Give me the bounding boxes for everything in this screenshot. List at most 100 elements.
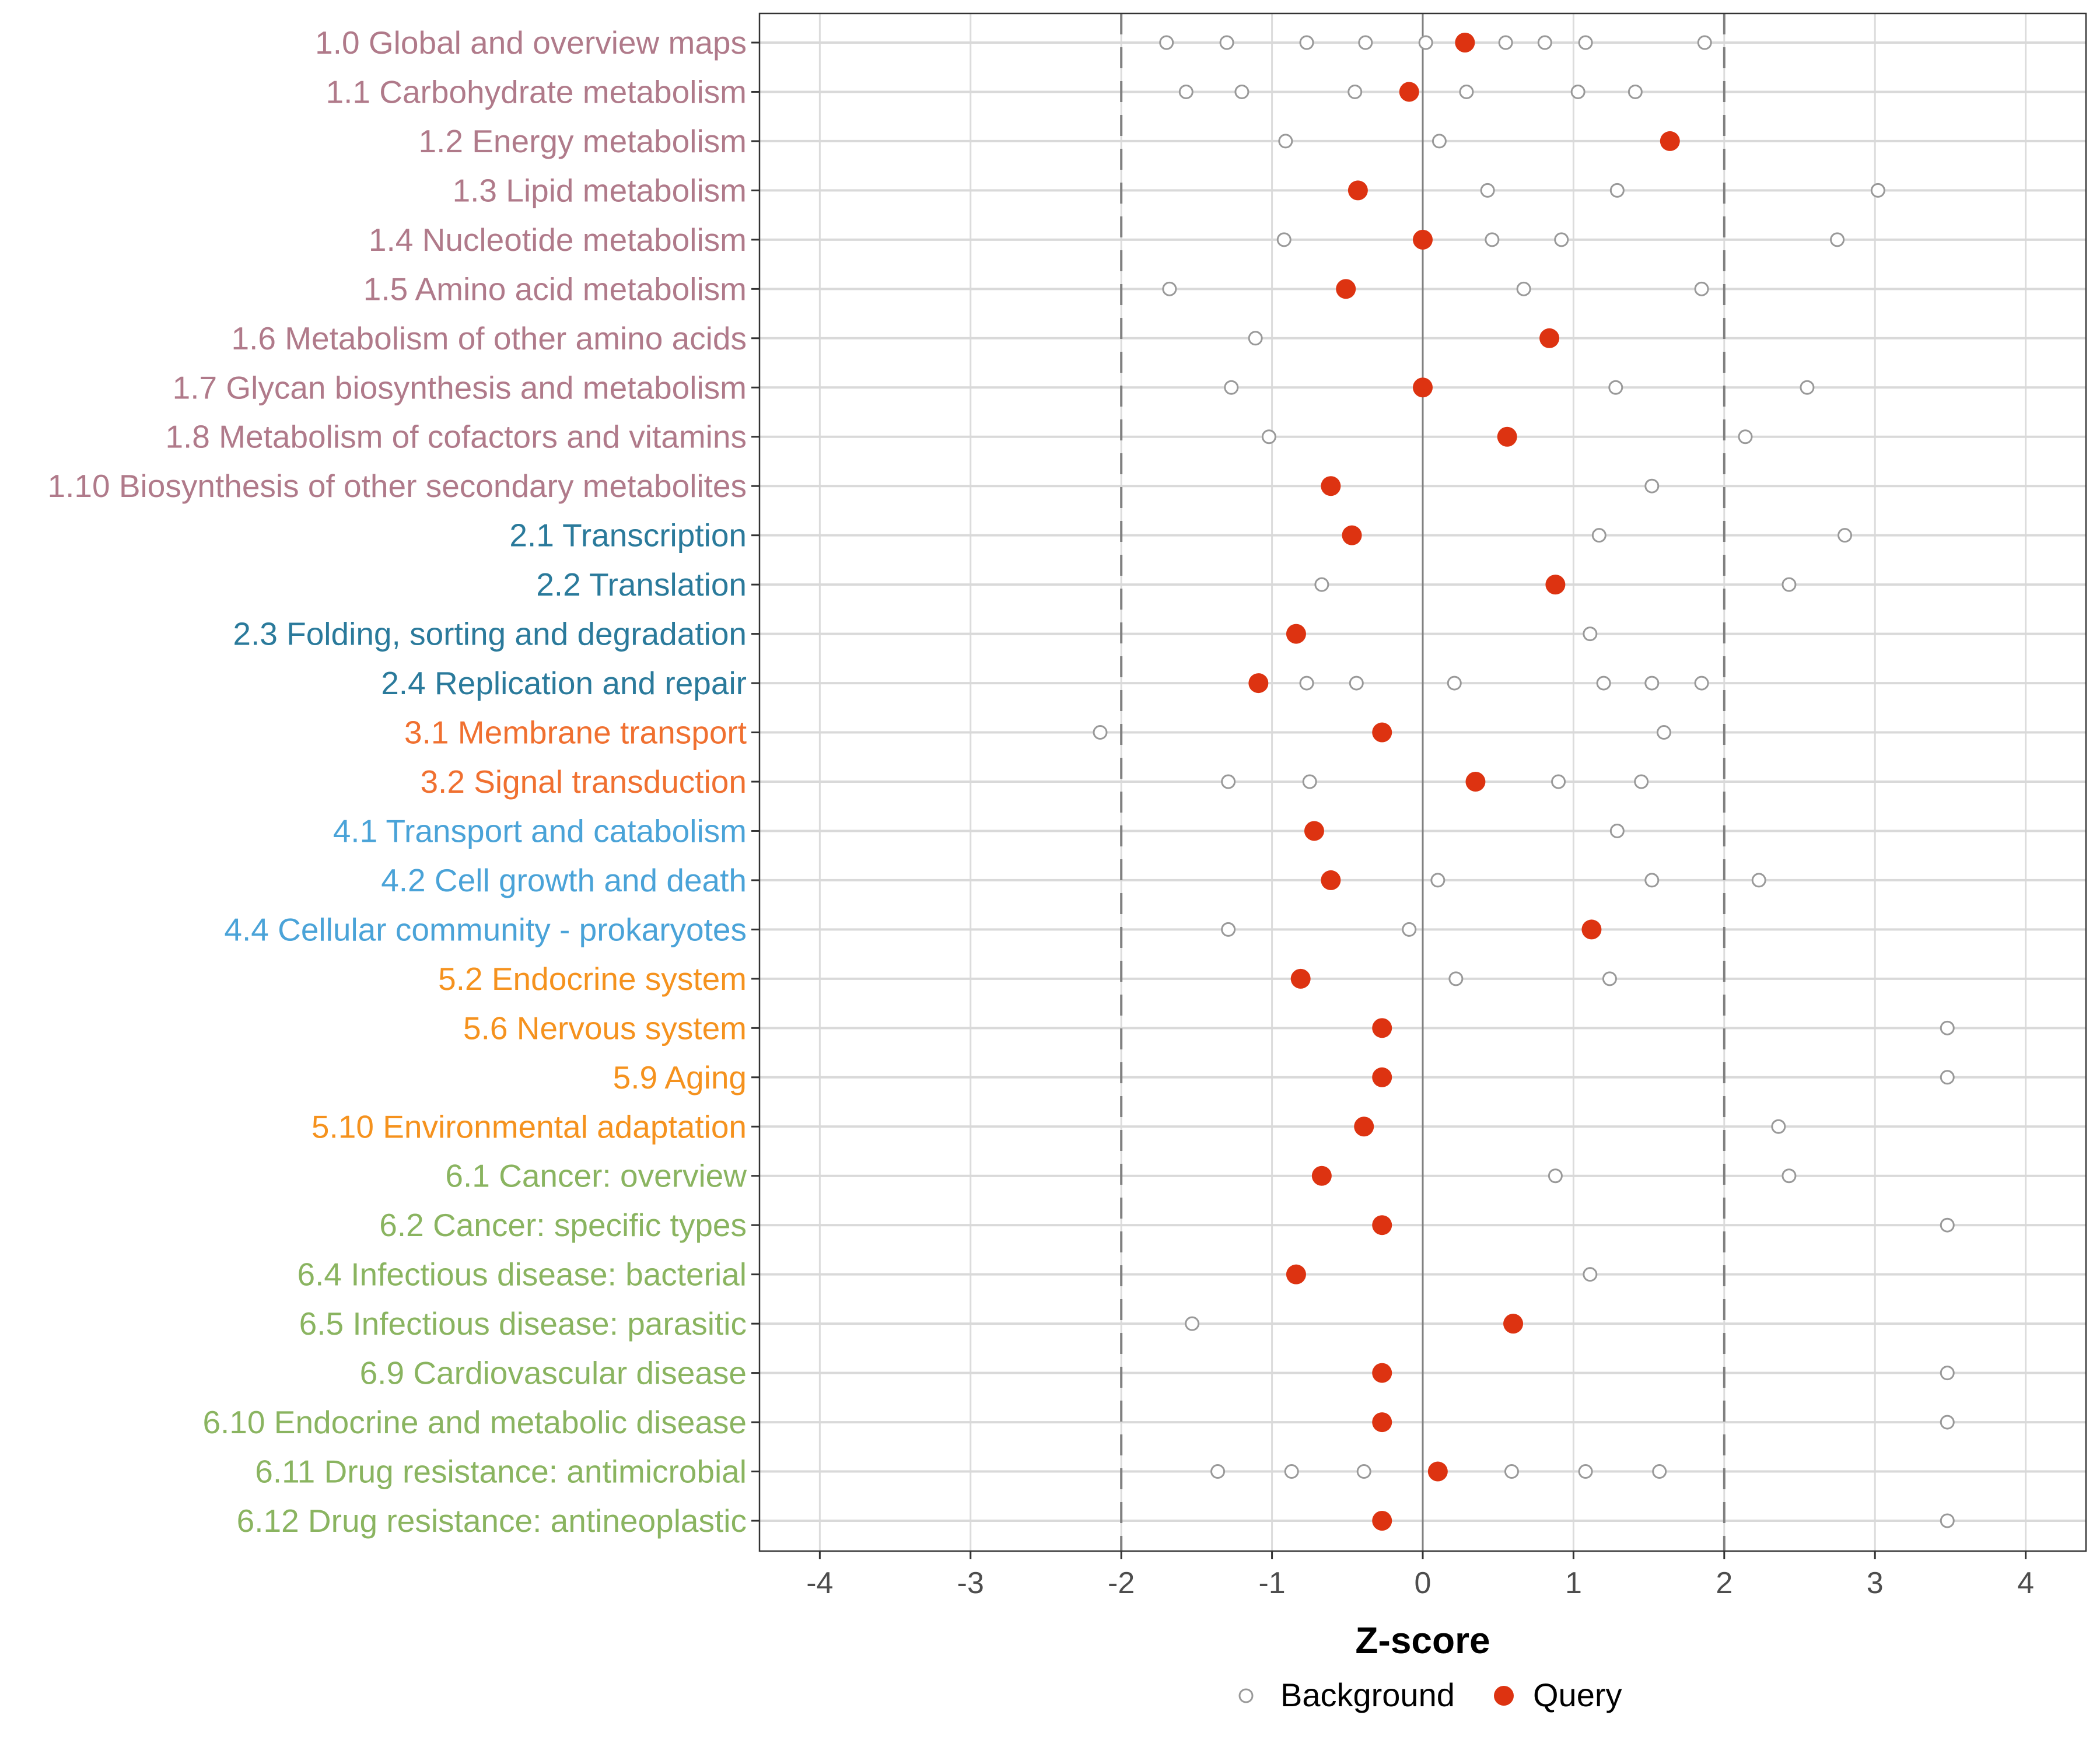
background-point	[1221, 922, 1236, 937]
background-point	[1694, 676, 1709, 691]
query-point	[1413, 377, 1433, 398]
background-point	[1210, 1464, 1226, 1479]
background-point	[1093, 725, 1108, 740]
query-point	[1311, 1166, 1332, 1186]
background-point	[1583, 626, 1598, 642]
background-point	[1548, 1168, 1563, 1184]
category-label: 5.6 Nervous system	[463, 1010, 747, 1046]
category-label: 6.9 Cardiovascular disease	[360, 1355, 747, 1391]
background-points	[1093, 35, 1955, 1528]
background-point	[1224, 380, 1239, 395]
background-point	[1634, 774, 1649, 789]
background-point	[1299, 676, 1314, 691]
x-tick-label: 3	[1867, 1566, 1884, 1600]
query-point	[1248, 673, 1269, 694]
category-label: 5.10 Environmental adaptation	[312, 1108, 747, 1144]
background-point	[1644, 478, 1660, 494]
background-point	[1583, 1267, 1598, 1282]
query-point	[1372, 1412, 1392, 1433]
category-label: 1.1 Carbohydrate metabolism	[326, 74, 747, 110]
category-label: 6.12 Drug resistance: antineoplastic	[237, 1503, 747, 1539]
category-label: 4.2 Cell growth and death	[381, 862, 747, 898]
query-point	[1342, 525, 1362, 545]
query-point	[1372, 1067, 1392, 1087]
background-point	[1348, 84, 1363, 99]
background-point	[1652, 1464, 1667, 1479]
background-point	[1554, 232, 1569, 247]
category-label: 2.3 Folding, sorting and degradation	[233, 616, 747, 652]
background-point	[1940, 1415, 1955, 1430]
query-point	[1465, 772, 1486, 792]
background-point	[1358, 35, 1373, 50]
background-point	[1430, 873, 1446, 888]
query-points	[1248, 33, 1680, 1531]
background-point	[1418, 35, 1433, 50]
category-label: 2.2 Translation	[536, 566, 747, 603]
category-label: 5.9 Aging	[613, 1059, 747, 1096]
category-label: 6.10 Endocrine and metabolic disease	[202, 1404, 747, 1440]
legend-background-label: Background	[1280, 1676, 1455, 1713]
background-point	[1480, 183, 1495, 198]
category-label: 1.4 Nucleotide metabolism	[369, 222, 747, 258]
category-label: 6.5 Infectious disease: parasitic	[299, 1306, 747, 1342]
background-point	[1498, 35, 1513, 50]
background-point	[1596, 676, 1611, 691]
category-label: 2.4 Replication and repair	[381, 665, 747, 701]
category-label: 6.2 Cancer: specific types	[379, 1207, 747, 1243]
query-point	[1372, 1363, 1392, 1383]
background-point	[1447, 676, 1462, 691]
query-point	[1545, 575, 1566, 595]
query-point	[1581, 919, 1602, 940]
background-point	[1219, 35, 1234, 50]
query-point	[1290, 968, 1311, 989]
category-label: 6.4 Infectious disease: bacterial	[298, 1256, 747, 1293]
background-point	[1185, 1316, 1200, 1331]
y-axis-labels: 1.0 Global and overview maps 1.1 Carbohyd…	[48, 24, 747, 1539]
background-point	[1299, 35, 1314, 50]
plot-border	[758, 12, 2087, 1552]
x-tick-label: 0	[1415, 1566, 1432, 1600]
category-label: 6.11 Drug resistance: antimicrobial	[255, 1454, 747, 1490]
category-label: 1.7 Glycan biosynthesis and metabolism	[173, 369, 747, 405]
background-point	[1485, 232, 1500, 247]
x-axis-title: Z-score	[1355, 1619, 1490, 1661]
background-point	[1448, 971, 1464, 986]
background-point	[1697, 35, 1712, 50]
background-point	[1782, 577, 1797, 592]
x-axis-ticks	[818, 1551, 2027, 1559]
query-point	[1321, 476, 1341, 496]
query-point	[1372, 1018, 1392, 1038]
x-tick-label: -3	[957, 1566, 984, 1600]
background-point	[1276, 232, 1292, 247]
query-point	[1399, 82, 1419, 102]
background-point	[1644, 873, 1660, 888]
category-label: 4.1 Transport and catabolism	[333, 813, 747, 849]
background-point	[1402, 922, 1417, 937]
y-axis-ticks	[751, 41, 760, 1522]
query-point	[1348, 180, 1368, 201]
query-point	[1660, 131, 1680, 151]
background-point	[1608, 380, 1623, 395]
background-point	[1830, 232, 1845, 247]
background-point	[1644, 676, 1660, 691]
query-point	[1503, 1314, 1524, 1334]
background-point	[1159, 35, 1174, 50]
background-point	[1782, 1168, 1797, 1184]
category-label: 1.0 Global and overview maps	[315, 24, 747, 61]
background-point	[1302, 774, 1317, 789]
background-point	[1870, 183, 1885, 198]
background-point	[1940, 1070, 1955, 1085]
query-point	[1427, 1461, 1448, 1482]
x-tick-label: 1	[1565, 1566, 1582, 1600]
category-label: 1.10 Biosynthesis of other secondary met…	[48, 468, 747, 504]
category-label: 1.6 Metabolism of other amino acids	[232, 320, 747, 356]
background-point	[1551, 774, 1566, 789]
x-tick-label: -4	[806, 1566, 833, 1600]
background-point	[1578, 35, 1593, 50]
background-point	[1516, 281, 1531, 296]
background-point	[1261, 429, 1276, 444]
category-label: 1.8 Metabolism of cofactors and vitamins	[165, 419, 747, 455]
background-point	[1537, 35, 1552, 50]
background-point	[1751, 873, 1766, 888]
